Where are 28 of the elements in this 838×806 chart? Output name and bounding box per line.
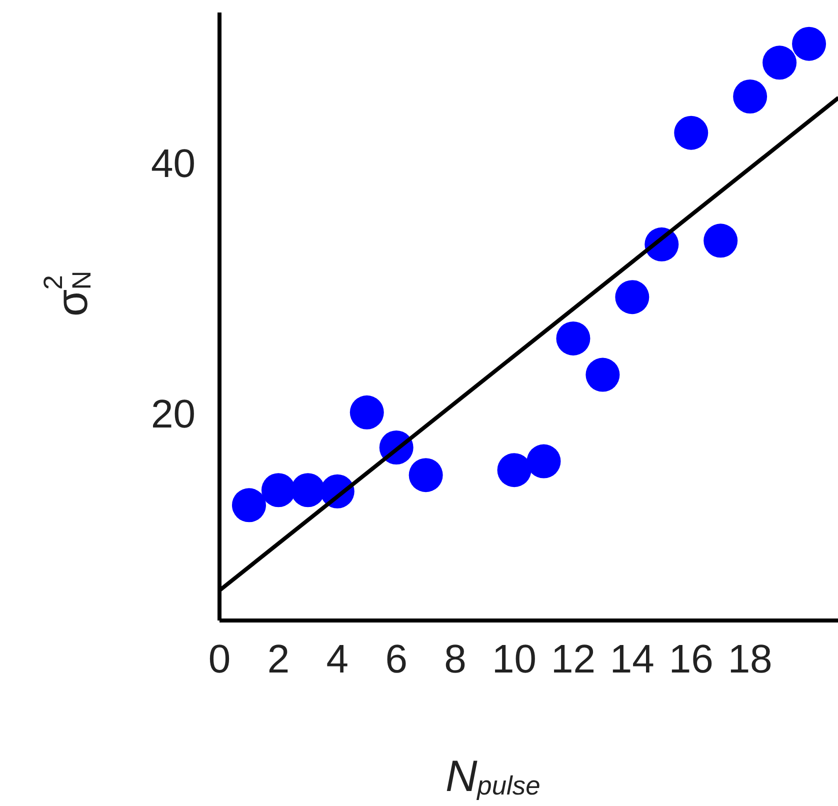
x-tick-label: 10	[492, 638, 537, 682]
point	[674, 116, 708, 150]
point	[408, 458, 443, 492]
x-tick-label: 2	[267, 638, 290, 682]
x-axis-title: Npulse	[446, 752, 540, 801]
point	[792, 26, 826, 61]
y-tick-label: 40	[151, 142, 196, 186]
x-tick-label: 8	[444, 638, 466, 682]
point	[232, 488, 266, 522]
y-tick-label: 20	[151, 392, 196, 437]
point	[586, 358, 620, 392]
x-tick-label: 6	[385, 638, 408, 682]
x-tick-label: 4	[326, 638, 349, 682]
x-tick-label: 0	[208, 638, 231, 682]
point	[261, 473, 296, 508]
x-tick-label: 18	[728, 638, 772, 682]
x-tick-label: 16	[668, 638, 714, 682]
y-axis-title: σN2	[38, 270, 97, 316]
point	[556, 321, 590, 356]
point	[350, 395, 384, 430]
point	[704, 224, 738, 258]
x-tick-label: 14	[610, 638, 654, 682]
point	[615, 280, 650, 314]
point	[733, 80, 768, 114]
x-tick-label: 12	[550, 638, 596, 682]
point	[526, 444, 561, 478]
point	[762, 46, 797, 80]
point	[497, 453, 532, 488]
